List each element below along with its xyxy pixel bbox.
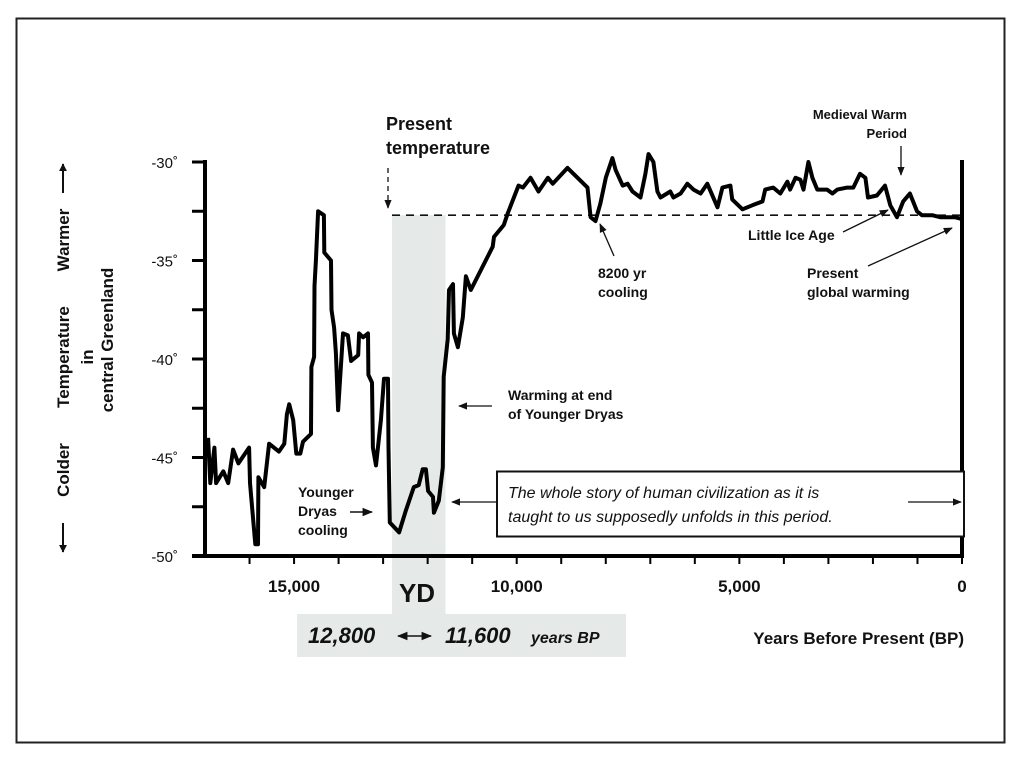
- y-label-in: in: [78, 349, 97, 364]
- yd-range-band: [297, 614, 626, 657]
- frame-border: [15, 17, 1006, 744]
- y-label-warmer: Warmer: [54, 208, 73, 271]
- x-axis-title: Years Before Present (BP): [753, 629, 964, 648]
- annotation-present-warming-1: Present: [807, 265, 859, 281]
- y-axis-label: Warmer Temperature Colder in central Gre…: [54, 163, 117, 553]
- yd-shaded-band: [392, 215, 446, 614]
- little-ice-age-arrow: [842, 209, 889, 233]
- annotation-yd-cooling-2: Dryas: [298, 503, 337, 519]
- annotation-medieval-1: Medieval Warm: [813, 107, 907, 122]
- temperature-series-line: [206, 152, 963, 547]
- annotation-yd-warming-1: Warming at end: [508, 387, 613, 403]
- x-tick-label: 5,000: [718, 577, 761, 596]
- present-warming-arrow: [867, 227, 953, 267]
- annotation-present-temperature-2: temperature: [386, 138, 490, 158]
- y-tick-label: -30˚: [151, 155, 178, 172]
- y-label-temperature: Temperature: [54, 306, 73, 408]
- yd-range-from: 12,800: [308, 623, 376, 648]
- civilization-text-1: The whole story of human civilization as…: [508, 485, 819, 502]
- x-tick-label: 15,000: [268, 577, 320, 596]
- x-tick-label: 10,000: [491, 577, 543, 596]
- y-tick-label: -40˚: [151, 352, 178, 369]
- y-label-colder: Colder: [54, 443, 73, 497]
- annotation-8200-1: 8200 yr: [598, 265, 647, 281]
- yd-band-label: YD: [399, 578, 435, 608]
- y-tick-label: -35˚: [151, 254, 178, 271]
- annotation-present-warming-2: global warming: [807, 284, 910, 300]
- y-label-central-greenland: central Greenland: [98, 268, 117, 413]
- annotation-medieval-2: Period: [867, 126, 908, 141]
- annotation-little-ice-age: Little Ice Age: [748, 227, 835, 243]
- annotation-present-temperature-1: Present: [386, 114, 452, 134]
- y-tick-label: -50˚: [151, 549, 178, 566]
- yd-range-to: 11,600: [445, 623, 511, 648]
- yd-range-unit: years BP: [530, 630, 600, 647]
- civilization-text-2: taught to us supposedly unfolds in this …: [508, 509, 833, 526]
- civilization-box-frame: [496, 470, 965, 538]
- civilization-callout: The whole story of human civilization as…: [451, 470, 965, 538]
- x-tick-label: 0: [957, 577, 966, 596]
- yd-range-label: 12,800 11,600 years BP: [308, 623, 600, 648]
- cooling-8200-arrow: [599, 223, 615, 257]
- annotation-yd-cooling-3: cooling: [298, 522, 348, 538]
- annotation-yd-cooling-1: Younger: [298, 484, 354, 500]
- annotation-8200-2: cooling: [598, 284, 648, 300]
- annotation-yd-warming-2: of Younger Dryas: [508, 406, 624, 422]
- y-tick-label: -45˚: [151, 451, 178, 468]
